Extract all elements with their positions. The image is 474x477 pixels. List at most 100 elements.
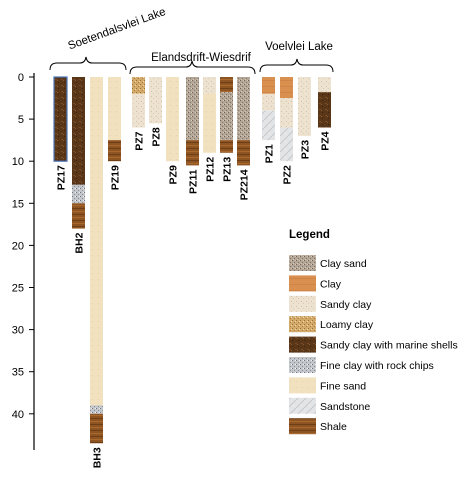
- layer-fine-sand: [203, 93, 216, 153]
- legend-swatch-marine: [289, 336, 316, 353]
- layer-shale: [220, 140, 233, 153]
- depth-tick-label: 20: [12, 240, 24, 252]
- layer-clay-sand: [220, 92, 233, 141]
- well-column-pz4: PZ4: [318, 77, 332, 151]
- legend-label-sandy-clay: Sandy clay: [320, 299, 372, 311]
- well-column-pz8: PZ8: [149, 77, 163, 147]
- well-label-bh3: BH3: [92, 447, 104, 468]
- layer-clay-sand: [237, 77, 250, 141]
- layer-clay: [280, 77, 293, 99]
- layer-sandy-clay: [132, 93, 145, 128]
- well-label-pz7: PZ7: [134, 131, 146, 150]
- well-column-pz3: PZ3: [298, 77, 312, 159]
- group-label-voelvlei: Voelvlei Lake: [265, 41, 333, 53]
- legend-label-marine: Sandy clay with marine shells: [320, 340, 458, 352]
- layer-clay-sand: [186, 77, 199, 141]
- well-column-pz2: PZ2: [280, 77, 294, 184]
- layer-sandstone: [280, 127, 293, 162]
- layer-fine-sand: [108, 77, 121, 141]
- legend-swatch-clay: [289, 275, 316, 292]
- layer-sandy-clay: [298, 93, 311, 136]
- well-label-pz13: PZ13: [222, 157, 234, 182]
- layer-rockchips: [72, 184, 85, 204]
- group-bracket-voelvlei: [259, 58, 334, 73]
- depth-tick-label: 25: [12, 283, 24, 295]
- legend-label-loamy-clay: Loamy clay: [320, 319, 374, 331]
- layer-marine: [54, 77, 67, 162]
- well-label-pz3: PZ3: [300, 140, 312, 159]
- layer-marine: [318, 92, 331, 128]
- layer-shale: [90, 413, 103, 444]
- legend-title: Legend: [289, 229, 330, 241]
- depth-tick-label: 35: [12, 367, 24, 379]
- layer-sandstone: [262, 110, 275, 141]
- legend-swatch-loamy-clay: [289, 316, 316, 333]
- legend-swatch-clay-sand: [289, 255, 316, 271]
- legend-swatch-fine-sand: [289, 377, 316, 394]
- well-column-bh2: BH2: [72, 77, 86, 254]
- legend-swatch-rockchips: [289, 357, 316, 373]
- legend-label-fine-sand: Fine sand: [320, 380, 366, 392]
- legend: Legend Clay sand Clay Sandy clay Loamy clay…: [289, 229, 458, 435]
- legend-label-shale: Shale: [320, 421, 347, 433]
- well-label-pz9: PZ9: [168, 165, 180, 184]
- well-label-pz1: PZ1: [264, 144, 276, 163]
- depth-axis-ticks: 0 5 10 15 20 25 30 35 40: [12, 72, 34, 421]
- well-column-bh3: BH3: [90, 77, 104, 468]
- well-label-pz4: PZ4: [320, 131, 332, 150]
- group-label-elandsdrift: Elandsdrift-Wiesdrif: [151, 52, 251, 64]
- well-column-pz1: PZ1: [262, 77, 276, 163]
- well-column-pz19: PZ19: [108, 77, 122, 190]
- layer-marine: [72, 77, 85, 185]
- well-column-pz13: PZ13: [220, 77, 234, 182]
- well-column-pz11: PZ11: [186, 77, 200, 194]
- layer-sandy-clay: [149, 77, 162, 124]
- legend-label-rockchips: Fine clay with rock chips: [320, 360, 434, 372]
- depth-tick-label: 0: [18, 72, 24, 84]
- well-column-pz7: PZ7: [132, 77, 146, 151]
- well-column-pz12: PZ12: [203, 77, 217, 182]
- layer-clay: [262, 77, 275, 94]
- layer-sandy-clay: [262, 93, 275, 111]
- layer-shale: [108, 140, 121, 162]
- well-columns: PZ17 BH2 BH3 PZ19 PZ7 PZ8 PZ9 PZ11 PZ12 PZ13 PZ214…: [53, 76, 332, 468]
- well-label-pz17: PZ17: [56, 165, 68, 190]
- well-label-bh2: BH2: [74, 232, 86, 253]
- legend-swatch-shale: [289, 418, 316, 435]
- well-column-pz214: PZ214: [237, 77, 251, 200]
- group-bracket-elandsdrift: [129, 60, 256, 75]
- well-label-pz19: PZ19: [110, 165, 122, 190]
- legend-swatch-sandstone: [289, 397, 316, 414]
- depth-tick-label: 30: [12, 325, 24, 337]
- group-bracket-soetendalsvlei: [49, 56, 127, 71]
- well-label-pz8: PZ8: [151, 127, 163, 146]
- depth-tick-label: 40: [12, 409, 24, 421]
- layer-shale: [237, 140, 250, 166]
- well-label-pz11: PZ11: [188, 169, 200, 194]
- layer-sandy-clay: [203, 77, 216, 94]
- layer-rockchips: [90, 405, 103, 414]
- well-label-pz214: PZ214: [239, 169, 251, 200]
- layer-sandy-clay: [298, 77, 311, 94]
- layer-shale: [186, 140, 199, 166]
- legend-label-clay-sand: Clay sand: [320, 258, 367, 270]
- group-label-soetendalsvlei: Soetendalsvlei Lake: [67, 6, 168, 52]
- depth-tick-label: 15: [12, 198, 24, 210]
- depth-tick-label: 5: [18, 114, 24, 126]
- layer-shale: [220, 77, 233, 93]
- layer-fine-sand: [90, 77, 103, 406]
- well-label-pz2: PZ2: [282, 165, 294, 184]
- layer-shale: [72, 203, 85, 229]
- legend-label-sandstone: Sandstone: [320, 401, 370, 413]
- well-column-pz9: PZ9: [166, 77, 180, 184]
- legend-swatch-sandy-clay: [289, 295, 316, 312]
- well-column-pz17: PZ17: [53, 76, 68, 190]
- well-outline: [53, 76, 68, 162]
- well-label-pz12: PZ12: [205, 157, 217, 182]
- layer-fine-sand: [166, 77, 179, 162]
- legend-label-clay: Clay: [320, 278, 342, 290]
- layer-loamy-clay: [132, 77, 145, 94]
- depth-tick-label: 10: [12, 156, 24, 168]
- layer-sandy-clay: [280, 98, 293, 128]
